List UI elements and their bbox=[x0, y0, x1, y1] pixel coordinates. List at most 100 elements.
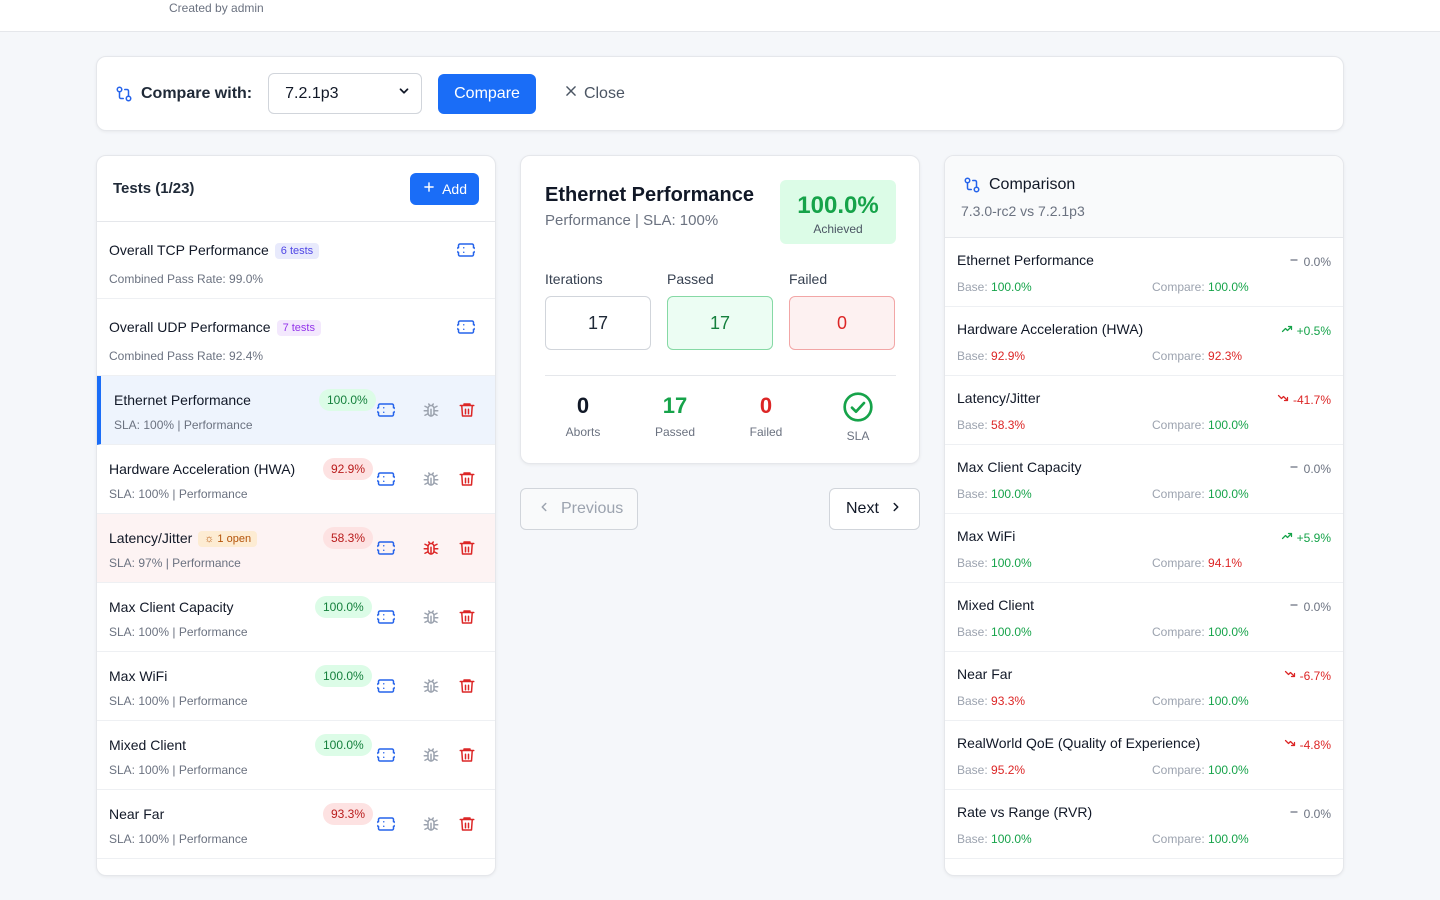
tests-panel: Tests (1/23) Add Overall TCP Performance… bbox=[96, 155, 496, 876]
comparison-delta-value: -41.7% bbox=[1292, 392, 1331, 407]
comparison-delta: -6.7% bbox=[1284, 668, 1331, 683]
comparison-delta-value: 0.0% bbox=[1303, 254, 1331, 269]
next-button[interactable]: Next bbox=[829, 488, 920, 530]
comparison-row[interactable]: Hardware Acceleration (HWA) +0.5% Base: 92… bbox=[945, 307, 1343, 376]
trend-down-icon bbox=[1284, 737, 1296, 752]
comparison-row[interactable]: Near Far -6.7% Base: 93.3% Compare: 100.0% bbox=[945, 652, 1343, 721]
comparison-compare: Compare: 100.0% bbox=[1152, 832, 1249, 846]
failed-input[interactable]: 0 bbox=[789, 296, 895, 350]
comparison-test-name: Ethernet Performance bbox=[957, 252, 1094, 268]
add-test-button[interactable]: Add bbox=[410, 172, 479, 205]
test-meta: SLA: 100% | Performance bbox=[109, 694, 248, 708]
ticket-icon[interactable] bbox=[377, 608, 395, 626]
bug-icon[interactable] bbox=[422, 608, 440, 626]
comparison-compare: Compare: 100.0% bbox=[1152, 487, 1249, 501]
minus-icon bbox=[1288, 599, 1300, 614]
trash-icon[interactable] bbox=[458, 677, 476, 695]
passed-input[interactable]: 17 bbox=[667, 296, 773, 350]
test-meta: SLA: 100% | Performance bbox=[109, 763, 248, 777]
test-name: Max WiFi bbox=[109, 668, 168, 684]
bug-icon[interactable] bbox=[422, 401, 440, 419]
trash-icon[interactable] bbox=[458, 539, 476, 557]
bug-icon[interactable] bbox=[422, 746, 440, 764]
test-group-name: Overall TCP Performance 6 tests bbox=[109, 242, 320, 259]
trend-up-icon bbox=[1281, 323, 1293, 338]
ticket-icon[interactable] bbox=[377, 401, 395, 419]
comparison-row[interactable]: Max Client Capacity 0.0% Base: 100.0% Compa… bbox=[945, 445, 1343, 514]
ticket-icon[interactable] bbox=[377, 746, 395, 764]
test-row-near-far[interactable]: Near Far SLA: 100% | Performance 93.3% bbox=[97, 790, 495, 859]
comparison-delta-value: -6.7% bbox=[1299, 668, 1331, 683]
close-button[interactable]: Close bbox=[564, 84, 625, 103]
comparison-row[interactable]: Latency/Jitter -41.7% Base: 58.3% Compare: … bbox=[945, 376, 1343, 445]
bug-icon[interactable] bbox=[422, 470, 440, 488]
comparison-row[interactable]: Mixed Client 0.0% Base: 100.0% Compare: 100… bbox=[945, 583, 1343, 652]
comparison-row[interactable]: Max WiFi +5.9% Base: 100.0% Compare: 94.1% bbox=[945, 514, 1343, 583]
comparison-base: Base: 100.0% bbox=[957, 625, 1032, 639]
test-row-hwa[interactable]: Hardware Acceleration (HWA) SLA: 100% | … bbox=[97, 445, 495, 514]
summary-passed: 17 Passed bbox=[654, 393, 696, 439]
comparison-base: Base: 100.0% bbox=[957, 487, 1032, 501]
comparison-test-name: Latency/Jitter bbox=[957, 390, 1041, 406]
test-detail-card: Ethernet Performance Performance | SLA: … bbox=[520, 155, 920, 464]
compare-button[interactable]: Compare bbox=[438, 73, 536, 114]
ticket-icon[interactable] bbox=[377, 470, 395, 488]
failed-label: Failed bbox=[789, 271, 828, 287]
chevron-down-icon bbox=[397, 84, 411, 103]
comparison-row[interactable]: Ethernet Performance 0.0% Base: 100.0% Comp… bbox=[945, 238, 1343, 307]
trash-icon[interactable] bbox=[458, 746, 476, 764]
test-row-mixed-client[interactable]: Mixed Client SLA: 100% | Performance 100… bbox=[97, 721, 495, 790]
compare-label: Compare with: bbox=[141, 84, 253, 102]
bug-icon: ☼ bbox=[204, 533, 215, 545]
comparison-row[interactable]: Rate vs Range (RVR) 0.0% Base: 100.0% Compa… bbox=[945, 790, 1343, 859]
chevron-left-icon bbox=[537, 500, 551, 519]
ticket-icon[interactable] bbox=[457, 241, 475, 259]
passed-label: Passed bbox=[667, 271, 714, 287]
top-header: Created by admin bbox=[0, 0, 1440, 32]
test-group-row[interactable]: Overall TCP Performance 6 tests Combined … bbox=[97, 222, 495, 299]
plus-icon bbox=[422, 180, 436, 197]
ticket-icon[interactable] bbox=[457, 318, 475, 336]
comparison-test-name: Near Far bbox=[957, 666, 1013, 682]
comparison-base: Base: 58.3% bbox=[957, 418, 1026, 432]
version-select[interactable]: 7.2.1p3 bbox=[268, 73, 423, 114]
test-detail-subtitle: Performance | SLA: 100% bbox=[545, 212, 719, 229]
comparison-delta: -4.8% bbox=[1284, 737, 1331, 752]
open-bugs-chip: ☼ 1 open bbox=[198, 531, 258, 547]
comparison-test-name: Hardware Acceleration (HWA) bbox=[957, 321, 1144, 337]
test-row-latency-jitter[interactable]: Latency/Jitter ☼ 1 open SLA: 97% | Perfor… bbox=[97, 514, 495, 583]
trash-icon[interactable] bbox=[458, 470, 476, 488]
ticket-icon[interactable] bbox=[377, 677, 395, 695]
trash-icon[interactable] bbox=[458, 608, 476, 626]
bug-icon[interactable] bbox=[422, 539, 440, 557]
trash-icon[interactable] bbox=[458, 815, 476, 833]
comparison-delta-value: 0.0% bbox=[1303, 461, 1331, 476]
pass-rate-badge: 58.3% bbox=[323, 527, 374, 549]
previous-button[interactable]: Previous bbox=[520, 488, 638, 530]
test-name: Ethernet Performance bbox=[114, 392, 251, 408]
ticket-icon[interactable] bbox=[377, 539, 395, 557]
comparison-title: Comparison bbox=[989, 176, 1076, 193]
bug-icon[interactable] bbox=[422, 677, 440, 695]
pass-rate-badge: 100.0% bbox=[315, 665, 372, 687]
test-group-pass-rate: Combined Pass Rate: 99.0% bbox=[109, 272, 264, 286]
comparison-test-name: RealWorld QoE (Quality of Experience) bbox=[957, 735, 1201, 751]
iterations-input[interactable]: 17 bbox=[545, 296, 651, 350]
test-row-max-client-capacity[interactable]: Max Client Capacity SLA: 100% | Performa… bbox=[97, 583, 495, 652]
close-label: Close bbox=[583, 84, 625, 102]
comparison-row[interactable]: RealWorld QoE (Quality of Experience) -4.… bbox=[945, 721, 1343, 790]
achieved-badge: 100.0% Achieved bbox=[780, 180, 896, 244]
comparison-compare: Compare: 100.0% bbox=[1152, 280, 1249, 294]
test-group-row[interactable]: Overall UDP Performance 7 tests Combined … bbox=[97, 299, 495, 376]
test-row-max-wifi[interactable]: Max WiFi SLA: 100% | Performance 100.0% bbox=[97, 652, 495, 721]
comparison-base: Base: 100.0% bbox=[957, 556, 1032, 570]
test-group-name: Overall UDP Performance 7 tests bbox=[109, 319, 321, 336]
ticket-icon[interactable] bbox=[377, 815, 395, 833]
trash-icon[interactable] bbox=[458, 401, 476, 419]
comparison-delta-value: +5.9% bbox=[1296, 530, 1331, 545]
bug-icon[interactable] bbox=[422, 815, 440, 833]
test-row-ethernet-performance[interactable]: Ethernet Performance SLA: 100% | Perform… bbox=[97, 376, 495, 445]
pass-rate-badge: 92.9% bbox=[323, 458, 374, 480]
test-count-chip: 7 tests bbox=[276, 320, 321, 336]
compare-bar: Compare with: 7.2.1p3 Compare Close bbox=[96, 56, 1344, 131]
